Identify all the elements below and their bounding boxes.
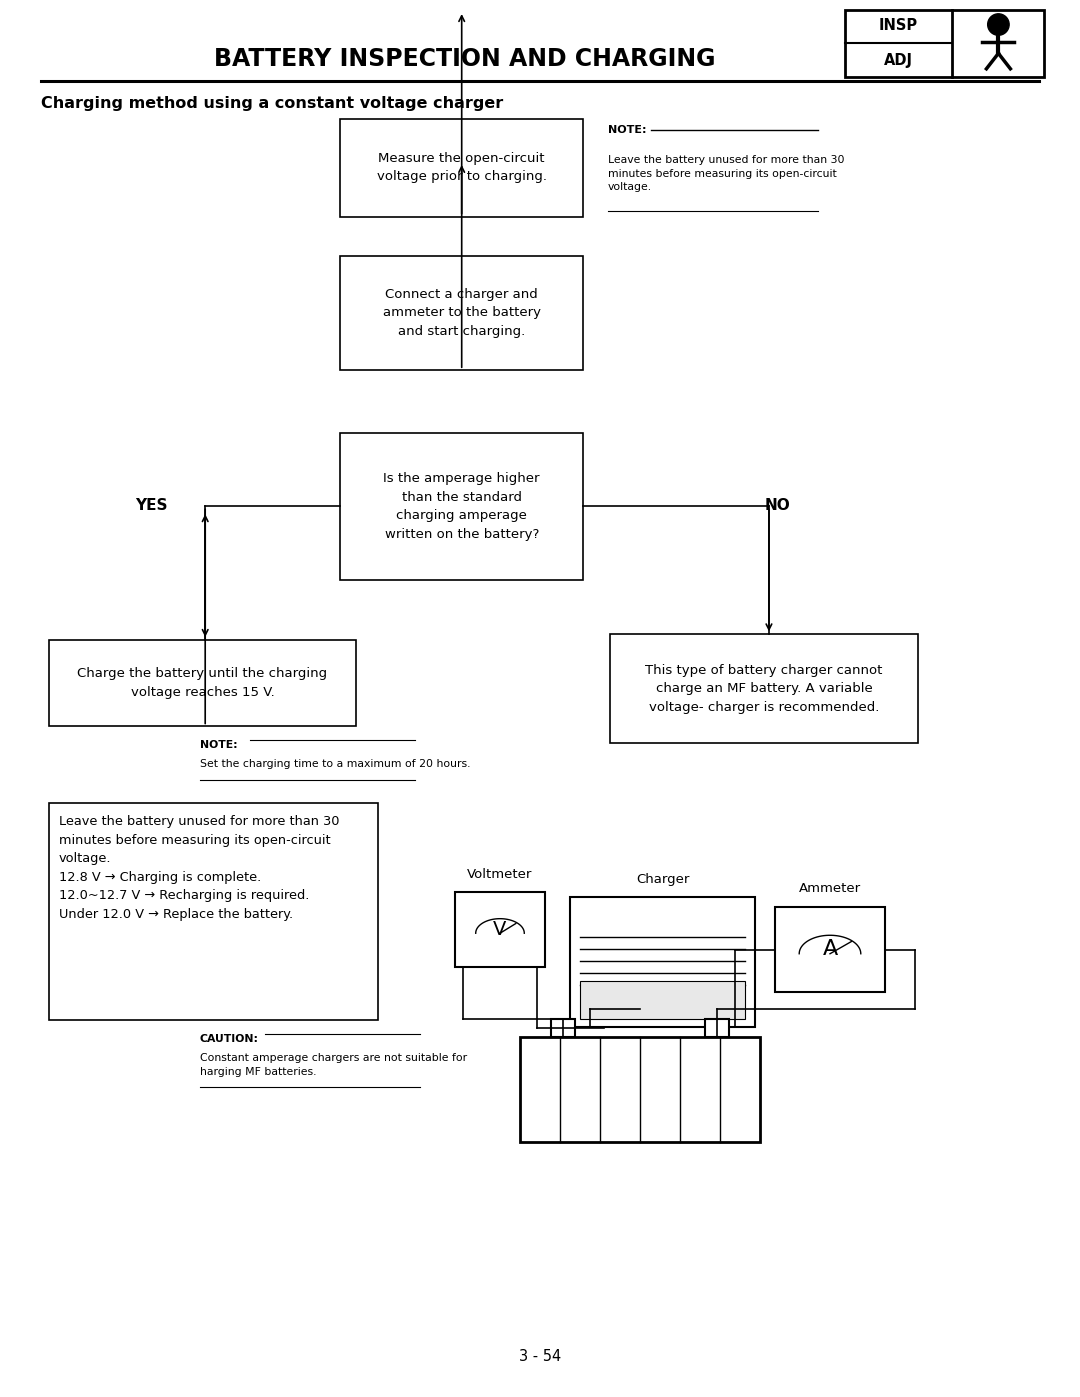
Text: ADJ: ADJ xyxy=(885,53,913,68)
Text: This type of battery charger cannot
charge an MF battery. A variable
voltage- ch: This type of battery charger cannot char… xyxy=(646,664,882,714)
Text: CAUTION:: CAUTION: xyxy=(200,1034,259,1044)
Bar xyxy=(845,10,1044,77)
Circle shape xyxy=(988,14,1009,35)
Text: YES: YES xyxy=(135,499,167,513)
Text: Set the charging time to a maximum of 20 hours.: Set the charging time to a maximum of 20… xyxy=(200,759,470,768)
Text: Ammeter: Ammeter xyxy=(799,883,861,895)
Bar xyxy=(705,1018,729,1037)
Text: Constant amperage chargers are not suitable for
harging MF batteries.: Constant amperage chargers are not suita… xyxy=(200,1053,467,1077)
Text: Charger: Charger xyxy=(636,873,689,886)
Bar xyxy=(580,981,745,1018)
Text: Charging method using a constant voltage charger: Charging method using a constant voltage… xyxy=(41,96,503,110)
Text: Charge the battery until the charging
voltage reaches 15 V.: Charge the battery until the charging vo… xyxy=(78,668,327,698)
Text: NOTE:: NOTE: xyxy=(200,740,238,750)
Bar xyxy=(610,634,918,743)
Text: A: A xyxy=(822,939,838,958)
Text: V: V xyxy=(494,919,507,939)
Bar xyxy=(455,893,545,967)
Bar xyxy=(340,256,583,370)
Text: NO: NO xyxy=(765,499,791,513)
Text: INSP: INSP xyxy=(879,18,918,34)
Text: NOTE:: NOTE: xyxy=(608,124,647,136)
Bar xyxy=(340,119,583,217)
Text: Voltmeter: Voltmeter xyxy=(468,868,532,880)
Text: 3 - 54: 3 - 54 xyxy=(518,1350,562,1363)
Bar xyxy=(551,1018,576,1037)
Bar xyxy=(49,803,378,1020)
Bar xyxy=(570,897,755,1027)
Text: Measure the open-circuit
voltage prior to charging.: Measure the open-circuit voltage prior t… xyxy=(377,152,546,183)
Text: Leave the battery unused for more than 30
minutes before measuring its open-circ: Leave the battery unused for more than 3… xyxy=(58,816,339,921)
Bar xyxy=(519,1037,760,1141)
Text: Is the amperage higher
than the standard
charging amperage
written on the batter: Is the amperage higher than the standard… xyxy=(383,472,540,541)
Text: Connect a charger and
ammeter to the battery
and start charging.: Connect a charger and ammeter to the bat… xyxy=(382,288,541,338)
Bar xyxy=(775,907,885,992)
Bar xyxy=(49,640,356,726)
Text: BATTERY INSPECTION AND CHARGING: BATTERY INSPECTION AND CHARGING xyxy=(214,46,715,71)
Bar xyxy=(340,433,583,580)
Text: Leave the battery unused for more than 30
minutes before measuring its open-circ: Leave the battery unused for more than 3… xyxy=(608,155,845,193)
